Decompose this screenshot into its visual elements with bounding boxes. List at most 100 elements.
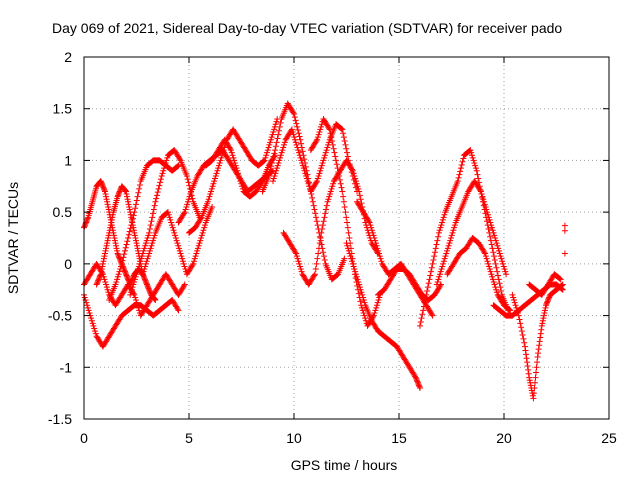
data-point (266, 141, 273, 148)
data-point (316, 170, 323, 177)
data-point (149, 240, 156, 247)
data-point (181, 209, 188, 216)
data-point (192, 253, 199, 260)
data-point (414, 379, 421, 386)
data-point (107, 224, 114, 231)
data-point (231, 157, 238, 164)
data-point (321, 214, 328, 221)
data-point (123, 241, 130, 248)
data-point (105, 206, 112, 213)
data-point (298, 157, 305, 164)
data-point (265, 172, 272, 179)
data-point (522, 343, 528, 350)
data-point (98, 266, 105, 273)
data-point (357, 286, 364, 293)
data-point (545, 295, 552, 302)
data-point (338, 125, 345, 132)
data-point (315, 172, 322, 179)
data-point (376, 253, 383, 260)
data-point (140, 273, 147, 280)
data-point (370, 312, 377, 319)
data-point (485, 225, 492, 232)
data-point (175, 162, 182, 169)
data-point (366, 219, 373, 226)
data-point (316, 233, 323, 240)
data-point (544, 298, 551, 305)
data-point (353, 273, 360, 280)
data-point (320, 218, 327, 225)
data-point (235, 170, 242, 177)
data-point (436, 271, 443, 278)
data-point (92, 330, 99, 337)
data-point (328, 134, 335, 141)
data-point (322, 210, 329, 217)
data-point (228, 149, 235, 156)
data-point (94, 278, 101, 285)
data-point (124, 196, 131, 203)
data-point (146, 288, 153, 295)
data-point (351, 172, 358, 179)
data-point (518, 328, 525, 335)
data-point (457, 168, 464, 175)
data-point (340, 134, 347, 141)
data-point (518, 324, 525, 331)
data-point (437, 282, 444, 289)
data-point (492, 237, 499, 244)
data-point (181, 282, 188, 289)
data-point (290, 109, 297, 116)
data-point (123, 272, 130, 279)
data-point (489, 227, 496, 234)
data-point (132, 205, 139, 212)
data-point (533, 364, 540, 371)
data-point (291, 114, 298, 121)
plot-frame (83, 56, 610, 420)
data-point (176, 156, 183, 163)
data-point (326, 126, 333, 133)
data-point (124, 193, 131, 200)
data-point (496, 250, 503, 257)
data-point (324, 198, 331, 205)
data-point (495, 245, 502, 252)
data-point (444, 245, 451, 252)
data-point (288, 126, 295, 133)
data-point (96, 273, 103, 280)
data-point (123, 191, 130, 198)
data-point (429, 312, 436, 319)
data-point (110, 232, 117, 239)
data-point (174, 306, 181, 313)
data-point (417, 322, 423, 329)
data-point (170, 227, 177, 234)
data-point (174, 240, 181, 247)
data-point (475, 175, 482, 182)
y-tick-label: 2 (64, 49, 72, 65)
data-point (267, 139, 274, 146)
data-point (145, 232, 152, 239)
data-point (345, 247, 352, 254)
data-point (84, 216, 91, 223)
data-point (483, 218, 490, 225)
x-tick-label: 0 (80, 430, 88, 446)
data-point (281, 139, 288, 146)
data-point (97, 178, 104, 185)
data-point (106, 229, 113, 236)
data-point (127, 280, 134, 287)
data-point (134, 242, 141, 249)
data-point (351, 266, 358, 273)
data-point (356, 281, 363, 288)
data-point (440, 214, 447, 221)
data-point (344, 219, 351, 226)
data-point (271, 172, 278, 179)
data-point (439, 219, 446, 226)
data-point (372, 240, 379, 247)
data-point (271, 150, 278, 157)
data-point (213, 170, 220, 177)
x-tick-label: 25 (601, 430, 617, 446)
x-tick-label: 20 (496, 430, 512, 446)
data-point (238, 180, 245, 187)
data-point (415, 381, 422, 388)
data-point (205, 196, 212, 203)
data-point (216, 160, 223, 167)
data-point (136, 260, 143, 267)
data-point (92, 328, 99, 335)
data-point (438, 222, 445, 229)
